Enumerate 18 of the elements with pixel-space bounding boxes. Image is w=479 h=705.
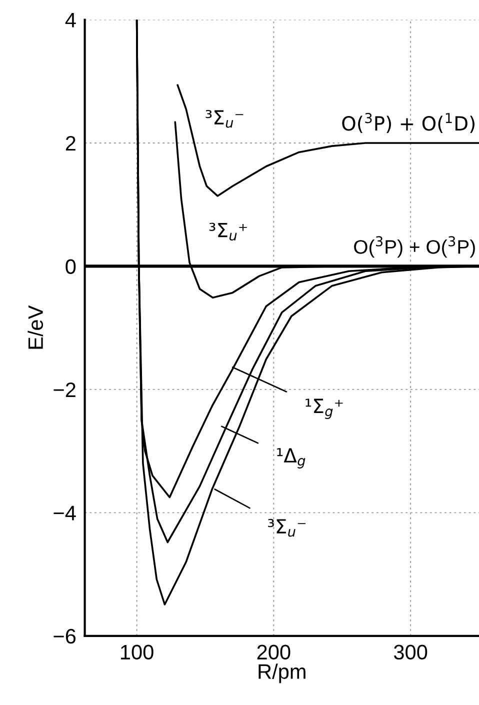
annotation: ¹Σ$_{g}$⁺: [306, 398, 343, 420]
ref-line-label: O($^{3}$P) + O($^{3}$P): [354, 236, 475, 258]
x-tick-label: 300: [394, 644, 428, 660]
y-axis-title: E/eV: [28, 305, 44, 349]
y-tick-label: −2: [54, 382, 76, 397]
y-tick-label: 2: [66, 136, 76, 151]
annotation: ³Σ$_{u}$⁺: [209, 222, 247, 241]
annotation: ³Σ$_{u}$⁻: [206, 110, 244, 128]
x-tick-label: 200: [257, 644, 290, 660]
annotation: O($^{3}$P) + O($^{1}$D): [342, 112, 474, 134]
annotation: ¹Δ$_{g}$: [277, 448, 306, 468]
y-tick-label: −4: [54, 506, 76, 520]
y-tick-label: 0: [66, 259, 76, 274]
annotation: ³Σ$_{u}$⁻: [268, 518, 306, 537]
x-axis-title: R/pm: [258, 664, 306, 684]
y-tick-label: 4: [65, 12, 76, 28]
x-tick-label: 100: [121, 644, 154, 660]
y-tick-label: −6: [54, 628, 76, 644]
